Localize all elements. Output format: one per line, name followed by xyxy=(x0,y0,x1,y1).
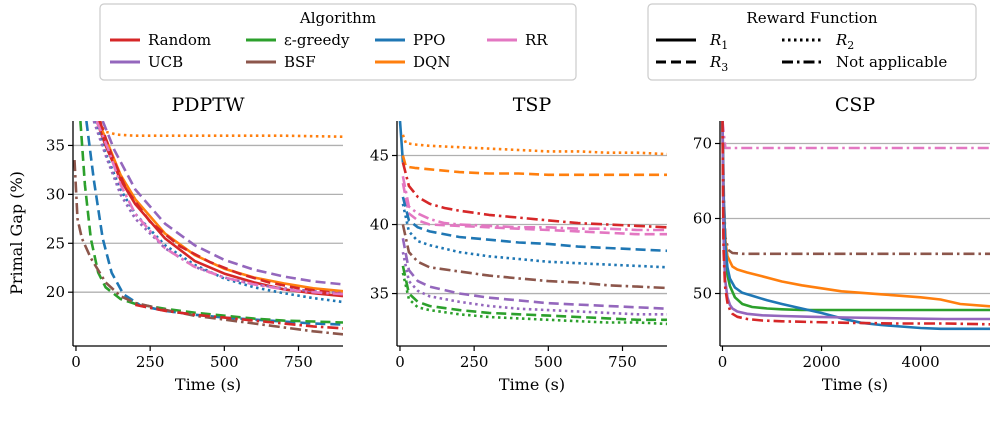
x-tick-label: 750 xyxy=(284,353,313,371)
y-tick-label: 70 xyxy=(693,135,712,153)
x-tick-label: 500 xyxy=(534,353,563,371)
y-tick-label: 20 xyxy=(46,283,65,301)
panel-csp: 0 2000 4000 50 60 70 CSP Time (s) xyxy=(693,94,990,394)
series-line-ucb-r3 xyxy=(401,238,667,310)
series-line-bsf-na xyxy=(73,160,343,336)
x-tick-label: 250 xyxy=(136,353,165,371)
series-line-rr-r3 xyxy=(401,182,667,236)
panel-tsp: 0 250 500 750 35 40 45 TSP Time (s) xyxy=(370,94,667,394)
series-line-ucb-r1 xyxy=(721,121,990,321)
y-tick-label: 40 xyxy=(370,216,389,234)
legend-entry-r2: R2 xyxy=(782,31,854,52)
series-line-random-r1 xyxy=(721,121,990,326)
y-tick-label: 45 xyxy=(370,147,389,165)
legend-algorithm: Algorithm Random ε-greedy PPO RR UCB BSF DQN xyxy=(99,3,577,81)
y-tick-label: 25 xyxy=(46,234,65,252)
legend-label: ε-greedy xyxy=(284,31,350,49)
x-tick-label: 750 xyxy=(608,353,637,371)
legend-label-subscript: 3 xyxy=(721,61,728,74)
legend-entry-dqn: DQN xyxy=(375,53,450,71)
legend-entry-rr: RR xyxy=(487,31,548,49)
legend-label-symbol: R xyxy=(835,31,847,49)
series-line-dqn-r2 xyxy=(401,134,667,156)
legend-entry-r3: R3 xyxy=(656,53,728,74)
x-axis-title: Time (s) xyxy=(175,375,241,394)
series-group xyxy=(721,121,990,331)
series-line-eps-r3 xyxy=(401,265,667,322)
series-line-bsf-na xyxy=(401,224,667,290)
legend-label: Not applicable xyxy=(836,53,947,71)
y-tick-label: 35 xyxy=(370,285,389,303)
panel-pdptw: 0 250 500 750 20 25 30 35 PDPTW Time (s) xyxy=(46,94,343,394)
panel-title: TSP xyxy=(513,94,552,116)
legend-entry-na: Not applicable xyxy=(782,53,947,71)
x-tick-label: 500 xyxy=(210,353,239,371)
legend-label: Random xyxy=(148,31,211,49)
legend-label-subscript: 1 xyxy=(721,39,728,52)
legend-entry-random: Random xyxy=(110,31,211,49)
legend-entry-bsf: BSF xyxy=(246,53,316,71)
series-line-ucb-r2 xyxy=(401,251,667,316)
legend-label-subscript: 2 xyxy=(847,39,854,52)
series-line-ppo-r3 xyxy=(85,121,343,326)
x-axis-title: Time (s) xyxy=(822,375,888,394)
series-line-rr-r2 xyxy=(95,121,343,296)
x-tick-label: 0 xyxy=(395,353,405,371)
series-line-ppo-r2 xyxy=(94,121,343,304)
panel-title: PDPTW xyxy=(171,94,244,116)
legend-label: R2 xyxy=(835,31,854,52)
x-tick-label: 2000 xyxy=(802,353,840,371)
legend-algorithm-frame xyxy=(99,3,577,81)
series-line-ppo-r3 xyxy=(401,196,667,253)
x-axis-title: Time (s) xyxy=(499,375,565,394)
legend-label: PPO xyxy=(413,31,445,49)
legend-algorithm-title: Algorithm xyxy=(299,9,376,27)
legend-label: RR xyxy=(525,31,548,49)
series-line-random-r3 xyxy=(98,121,343,296)
y-tick-label: 60 xyxy=(693,210,712,228)
legend-label: UCB xyxy=(148,53,183,71)
y-tick-label: 50 xyxy=(693,285,712,303)
legend-entry-ucb: UCB xyxy=(110,53,183,71)
legend-label-symbol: R xyxy=(709,53,721,71)
series-line-eps-r1 xyxy=(721,121,990,312)
x-tick-label: 4000 xyxy=(902,353,940,371)
series-line-random-r2 xyxy=(401,162,667,229)
series-line-rr-r2 xyxy=(401,175,667,232)
legend-label: BSF xyxy=(284,53,316,71)
y-tick-label: 30 xyxy=(46,185,65,203)
x-tick-label: 0 xyxy=(718,353,728,371)
legend-label: R1 xyxy=(709,31,728,52)
x-tick-label: 250 xyxy=(460,353,489,371)
legend-label: DQN xyxy=(413,53,450,71)
legend-reward-frame xyxy=(647,3,977,81)
y-tick-label: 35 xyxy=(46,136,65,154)
series-line-ppo-r1 xyxy=(721,121,990,331)
series-line-ucb-r3 xyxy=(101,121,343,286)
series-line-dqn-r3 xyxy=(401,155,667,177)
legend-entry-ppo: PPO xyxy=(375,31,445,49)
x-tick-label: 0 xyxy=(71,353,81,371)
series-line-dqn-r2 xyxy=(99,121,343,138)
legend-label-symbol: R xyxy=(709,31,721,49)
y-axis-title: Primal Gap (%) xyxy=(7,171,26,295)
legend-label: R3 xyxy=(709,53,728,74)
series-line-eps-r2 xyxy=(401,272,667,326)
series-group xyxy=(398,121,667,326)
series-line-ppo-r2 xyxy=(401,203,667,269)
series-group xyxy=(73,121,343,336)
series-line-bsf-na xyxy=(721,121,990,256)
legend-entry-eps: ε-greedy xyxy=(246,31,350,49)
series-line-ppo-r1 xyxy=(398,121,405,163)
series-line-random-r2 xyxy=(135,303,343,330)
legend-reward-title: Reward Function xyxy=(746,9,877,27)
panel-title: CSP xyxy=(835,94,876,116)
legend-entry-r1: R1 xyxy=(656,31,728,52)
